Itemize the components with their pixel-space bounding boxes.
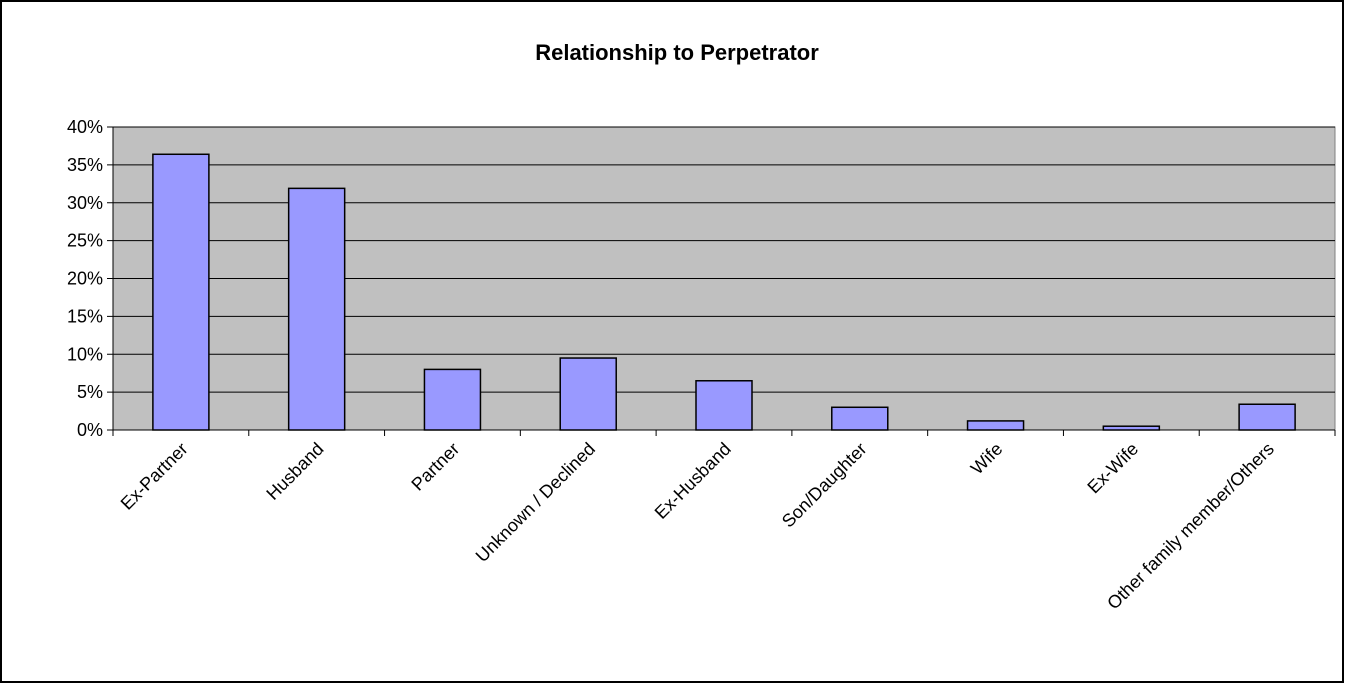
bar <box>1102 425 1161 431</box>
y-tick-label: 25% <box>67 231 103 251</box>
bar <box>966 420 1025 431</box>
bar <box>695 380 753 431</box>
y-tick-label: 15% <box>67 306 103 326</box>
bar <box>559 357 617 431</box>
y-tick-label: 30% <box>67 193 103 213</box>
y-tick-label: 40% <box>67 117 103 137</box>
y-tick-label: 0% <box>77 420 103 440</box>
bar <box>831 406 889 431</box>
bar <box>152 153 210 431</box>
y-tick-label: 10% <box>67 344 103 364</box>
y-tick-label: 5% <box>77 382 103 402</box>
chart-title: Relationship to Perpetrator <box>535 40 819 65</box>
bar <box>423 368 482 431</box>
bar <box>1238 403 1296 431</box>
bar <box>287 187 346 431</box>
y-tick-label: 20% <box>67 269 103 289</box>
y-tick-label: 35% <box>67 155 103 175</box>
